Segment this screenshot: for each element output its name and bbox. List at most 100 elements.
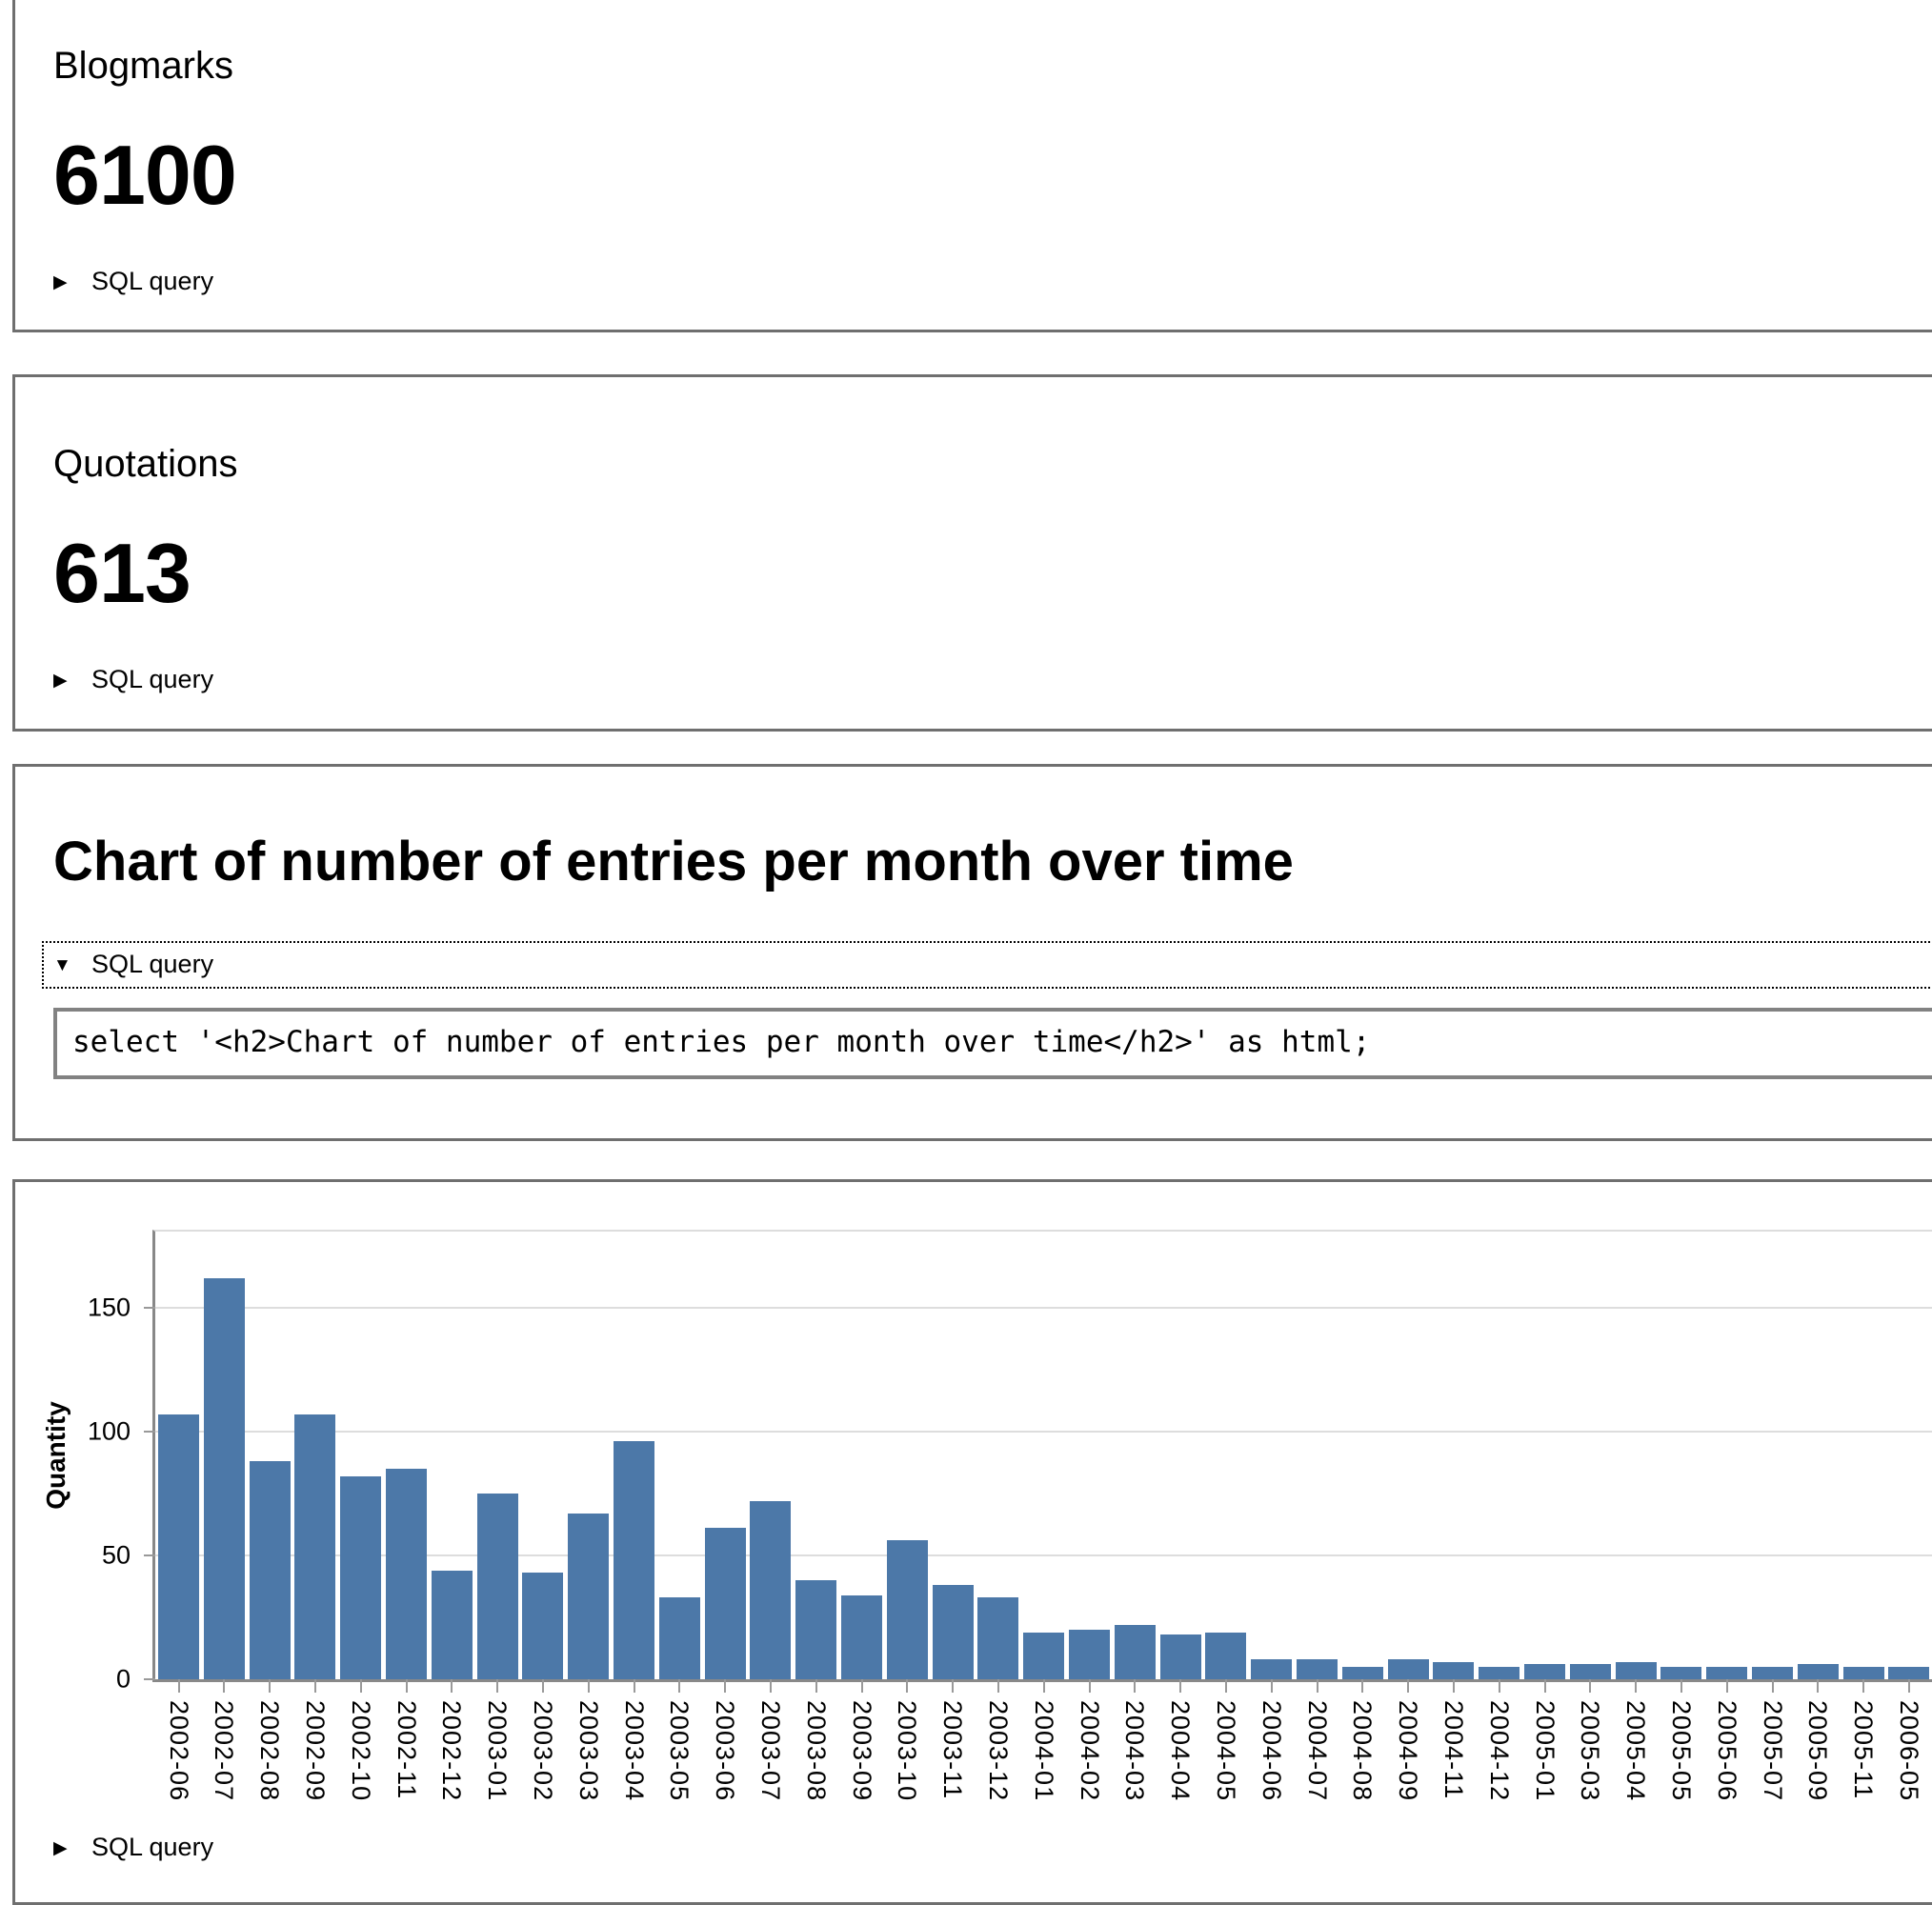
x-axis-tick-label: 2004-09 [1394, 1700, 1422, 1802]
x-axis-tick-label: 2004-05 [1212, 1700, 1240, 1802]
bar [1616, 1662, 1657, 1680]
x-axis-tick-label: 2004-01 [1030, 1700, 1058, 1802]
x-axis-tick [724, 1679, 726, 1694]
x-axis-tick-label: 2003-03 [574, 1700, 603, 1802]
bar [340, 1476, 381, 1680]
x-axis-tick-label: 2003-09 [848, 1700, 876, 1802]
x-axis-tick [1726, 1679, 1728, 1694]
x-axis-tick [634, 1679, 635, 1694]
bar [1752, 1667, 1793, 1680]
bar [1524, 1664, 1565, 1680]
x-axis-tick [1862, 1679, 1864, 1694]
x-axis-tick-label: 2004-04 [1166, 1700, 1195, 1802]
x-axis-tick-label: 2003-01 [483, 1700, 512, 1802]
card-bar-chart: Quantity 0 50 100 150 2002-06 2002-07 2002-08 2… [12, 1179, 1932, 1905]
bar [250, 1461, 291, 1680]
y-gridline [155, 1431, 1932, 1434]
bar [1570, 1664, 1611, 1680]
disclosure-triangle-icon [53, 266, 91, 298]
bar [1297, 1659, 1338, 1680]
bar [158, 1414, 199, 1680]
bar [933, 1585, 974, 1680]
bar [1433, 1662, 1474, 1680]
x-axis-tick-label: 2003-05 [665, 1700, 694, 1802]
x-axis-tick-label: 2003-10 [893, 1700, 921, 1802]
bar [795, 1580, 836, 1680]
x-axis-tick-label: 2005-07 [1759, 1700, 1787, 1802]
y-axis-tick-label: 50 [101, 1540, 131, 1570]
x-axis-tick [1089, 1679, 1091, 1694]
x-axis-tick-label: 2004-07 [1303, 1700, 1332, 1802]
x-axis-tick [1635, 1679, 1637, 1694]
stat-value: 613 [53, 526, 191, 621]
sql-code: select '<h2>Chart of number of entries p… [72, 1025, 1371, 1060]
x-axis-tick [542, 1679, 544, 1694]
x-axis-tick-label: 2003-11 [938, 1700, 967, 1800]
bar [841, 1595, 882, 1680]
sql-code-block: select '<h2>Chart of number of entries p… [53, 1008, 1932, 1080]
x-axis-tick-label: 2004-02 [1076, 1700, 1104, 1802]
sql-query-toggle[interactable]: SQL query [53, 664, 213, 696]
sql-query-toggle-label: SQL query [91, 1833, 214, 1862]
x-axis-tick-label: 2003-07 [756, 1700, 785, 1802]
bar [1205, 1633, 1246, 1680]
x-axis-tick-label: 2005-01 [1531, 1700, 1560, 1802]
bar [477, 1494, 518, 1680]
bar [1888, 1667, 1929, 1680]
x-axis-tick [1908, 1679, 1910, 1694]
x-axis-tick-label: 2004-11 [1439, 1700, 1468, 1800]
y-axis-tick-label: 150 [87, 1293, 131, 1322]
sql-query-toggle-label: SQL query [91, 950, 214, 979]
x-axis-tick-label: 2005-11 [1849, 1700, 1878, 1800]
bar [204, 1278, 245, 1680]
x-axis-tick [1361, 1679, 1363, 1694]
x-axis-tick [678, 1679, 680, 1694]
y-axis-title: Quantity [41, 1401, 70, 1511]
sql-query-toggle[interactable]: SQL query [53, 1832, 213, 1864]
bar [1706, 1667, 1747, 1680]
y-axis-tick-label: 100 [87, 1416, 131, 1446]
sql-query-details: SQL query [53, 1832, 1932, 1864]
x-axis-tick [1544, 1679, 1546, 1694]
bar [568, 1514, 609, 1680]
x-axis-tick-label: 2006-05 [1895, 1700, 1923, 1802]
x-axis-tick-label: 2002-07 [210, 1700, 238, 1802]
x-axis-tick [314, 1679, 316, 1694]
y-gridline [155, 1554, 1932, 1557]
stat-value: 6100 [53, 128, 237, 222]
x-axis-tick [906, 1679, 908, 1694]
x-axis-tick [952, 1679, 954, 1694]
x-axis-tick [1225, 1679, 1227, 1694]
sql-query-toggle[interactable]: SQL query [53, 266, 213, 298]
x-axis-tick [1453, 1679, 1455, 1694]
bar [294, 1414, 335, 1680]
x-axis-tick [1589, 1679, 1591, 1694]
stat-label: Blogmarks [53, 45, 233, 87]
x-axis-tick [360, 1679, 362, 1694]
x-axis-tick-label: 2004-12 [1485, 1700, 1514, 1802]
card-quotations: Quotations 613 SQL query [12, 374, 1932, 732]
x-axis-tick-label: 2003-08 [802, 1700, 831, 1802]
x-axis-tick [269, 1679, 271, 1694]
x-axis-tick [223, 1679, 225, 1694]
bar [1388, 1659, 1429, 1680]
y-axis-tick [144, 1678, 155, 1681]
bar [1660, 1667, 1701, 1680]
x-axis-tick-label: 2005-04 [1621, 1700, 1650, 1802]
sql-query-details-open: SQL query select '<h2>Chart of number of… [42, 941, 1932, 1080]
x-axis-tick-label: 2002-12 [437, 1700, 466, 1802]
x-axis-tick [451, 1679, 453, 1694]
bar [1115, 1625, 1156, 1680]
x-axis-tick [861, 1679, 863, 1694]
bar [522, 1573, 563, 1680]
bar [1160, 1634, 1201, 1680]
x-axis-tick-label: 2005-05 [1667, 1700, 1696, 1802]
sql-query-toggle[interactable]: SQL query [42, 941, 1932, 990]
bar [977, 1597, 1018, 1680]
plot-area: Quantity 0 50 100 150 2002-06 2002-07 2002-08 2… [41, 1230, 1932, 1801]
x-axis-tick-label: 2002-06 [165, 1700, 193, 1802]
bar [1479, 1667, 1519, 1680]
y-axis-tick [144, 1554, 155, 1557]
bar [1251, 1659, 1292, 1680]
